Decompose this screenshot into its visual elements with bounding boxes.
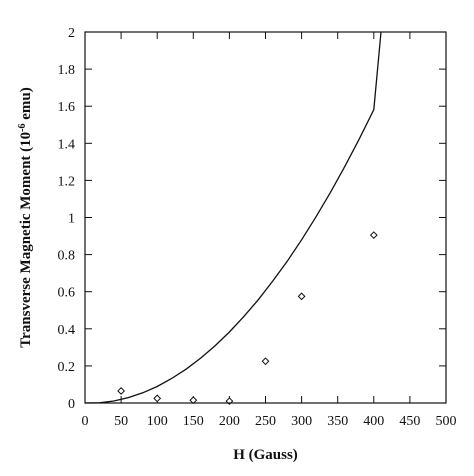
y-tick-label: 0.8 — [58, 249, 76, 264]
data-points-layer — [117, 231, 378, 406]
x-tick-label: 350 — [327, 414, 348, 429]
y-axis-title-exponent: -6 — [17, 123, 28, 131]
theory-curve-layer — [84, 31, 382, 404]
theory-curve — [84, 31, 382, 404]
x-tick-label: 200 — [219, 414, 240, 429]
y-axis-title-main: Transverse Magnetic Moment (10 — [18, 132, 34, 348]
y-tick-label: 1 — [68, 212, 75, 227]
x-tick-label: 250 — [255, 414, 276, 429]
x-tick-label: 450 — [399, 414, 420, 429]
y-tick-label: 1.2 — [58, 174, 76, 189]
y-tick-label: 0 — [68, 397, 75, 412]
data-point-diamond — [297, 292, 306, 301]
y-axis-title: Transverse Magnetic Moment (10-6 emu) — [17, 87, 35, 348]
data-point-diamond — [261, 357, 270, 366]
data-point-diamond — [153, 394, 162, 403]
x-tick-label: 0 — [82, 414, 89, 429]
x-tick-label: 400 — [363, 414, 384, 429]
x-axis-ticks: 0 50 100 150 200 250 300 350 400 450 500 — [82, 32, 457, 429]
plot-frame — [84, 31, 447, 404]
y-tick-label: 1.4 — [58, 137, 76, 152]
y-axis-ticks: 0 0.2 0.4 0.6 0.8 1 1.2 1.4 1.6 1.8 2 — [58, 26, 446, 412]
y-tick-label: 2 — [68, 26, 75, 41]
y-tick-label: 1.6 — [58, 100, 76, 115]
x-tick-label: 50 — [114, 414, 128, 429]
y-tick-label: 1.8 — [58, 63, 76, 78]
x-tick-label: 150 — [183, 414, 204, 429]
x-tick-label: 500 — [436, 414, 457, 429]
y-tick-label: 0.6 — [58, 286, 76, 301]
y-axis-title-tail: emu) — [18, 87, 34, 123]
x-tick-label: 100 — [147, 414, 168, 429]
y-tick-label: 0.2 — [58, 360, 76, 375]
data-point-diamond — [369, 231, 378, 240]
x-axis-title: H (Gauss) — [233, 447, 298, 463]
y-tick-label: 0.4 — [58, 323, 76, 338]
x-tick-label: 300 — [291, 414, 312, 429]
data-point-diamond — [117, 387, 126, 395]
